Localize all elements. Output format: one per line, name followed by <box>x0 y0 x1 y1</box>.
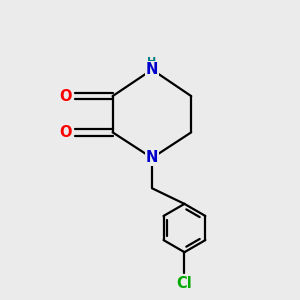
Text: H: H <box>147 57 157 67</box>
Text: N: N <box>146 62 158 77</box>
Text: O: O <box>59 88 72 104</box>
Text: Cl: Cl <box>177 276 192 291</box>
Text: O: O <box>59 125 72 140</box>
Text: N: N <box>146 150 158 165</box>
